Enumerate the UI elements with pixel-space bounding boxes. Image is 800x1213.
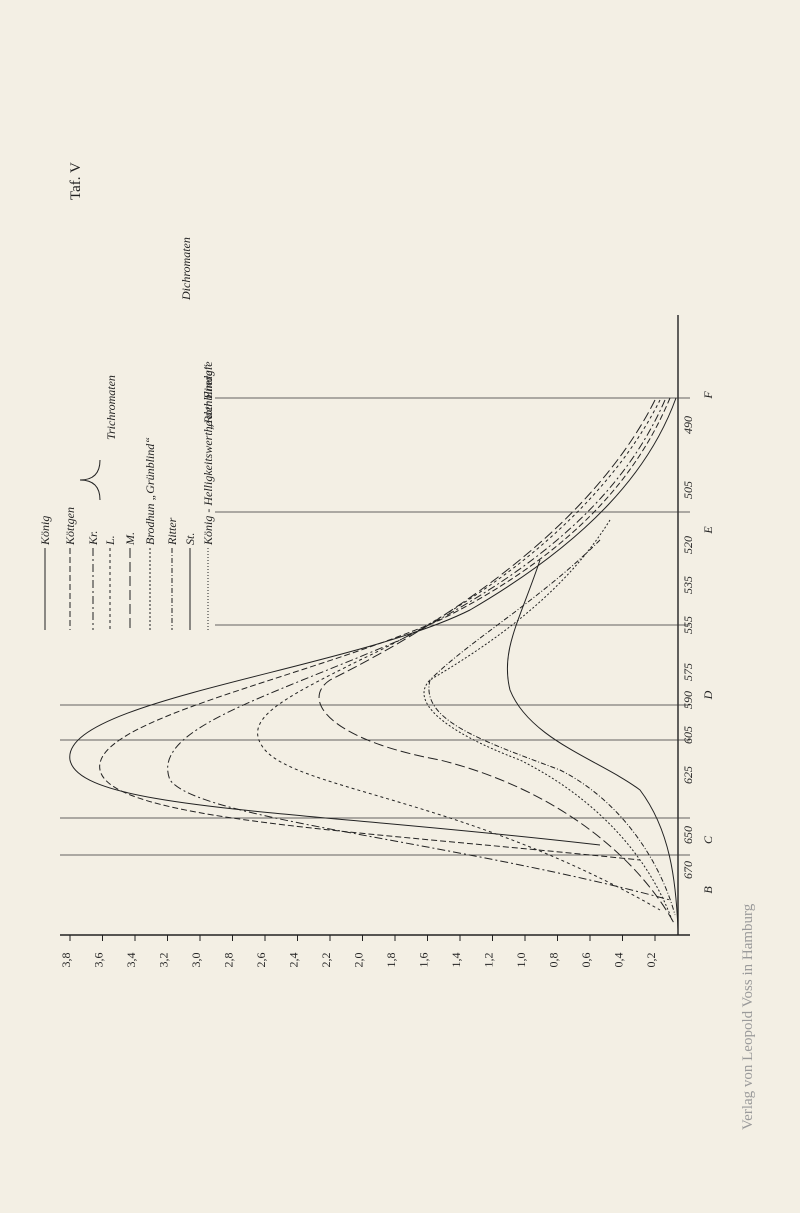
curve-brodhun (423, 519, 673, 921)
wavelength-label: 520 (681, 536, 695, 554)
curve-kr (167, 399, 671, 901)
plate-label: Taf. V (68, 162, 84, 200)
wavelength-label: 650 (681, 826, 695, 844)
x-tick-label: 3,8 (59, 953, 73, 968)
curve-ritter (428, 539, 676, 916)
wavelength-label: 625 (681, 766, 695, 784)
x-tick-label: 0,6 (579, 953, 593, 968)
x-tick-label: 2,4 (287, 953, 301, 968)
x-tick-label: 1,0 (514, 953, 528, 968)
legend-label: König - Helligkeitswerthe der Energie (201, 361, 215, 546)
curve-koenig (69, 397, 677, 846)
x-tick-label: 2,8 (222, 953, 236, 968)
legend-label: Köttgen (63, 507, 77, 546)
x-tick-label: 3,0 (189, 953, 203, 968)
wavelength-label: 575 (681, 663, 695, 681)
x-tick-label: 2,0 (352, 953, 366, 968)
fraunhofer-label: E (701, 526, 715, 535)
legend-group: „Rothblinde“ (201, 364, 215, 430)
legend-label: Brodhun „Grünblind“ (143, 437, 157, 545)
x-tick-label: 3,2 (157, 953, 171, 968)
legend-label: L. (103, 535, 117, 546)
curve-st (506, 559, 679, 931)
legend-label: König (38, 516, 52, 546)
x-tick-label: 1,8 (384, 953, 398, 968)
publisher: Verlag von Leopold Voss in Hamburg (740, 903, 756, 1130)
fraunhofer-label: D (701, 690, 715, 700)
legend-label: M. (123, 532, 137, 546)
x-tick-label: 1,4 (449, 953, 463, 968)
curves (69, 397, 679, 931)
x-tick-label: 2,2 (319, 953, 333, 968)
legend-label: Kr. (86, 531, 100, 546)
x-tick-label: 2,6 (254, 953, 268, 968)
legend-group: Dichromaten (179, 237, 193, 301)
x-tick-label: 0,4 (612, 953, 626, 968)
x-tick-label: 0,8 (547, 953, 561, 968)
legend-group: Trichromaten (104, 375, 118, 440)
spectral-lines (60, 397, 690, 856)
curve-l (257, 399, 661, 911)
x-tick-label: 3,4 (124, 953, 138, 968)
wavelength-label: 670 (681, 861, 695, 879)
x-tick-label: 3,6 (92, 953, 106, 968)
fraunhofer-label: F (701, 391, 715, 400)
legend-label: Ritter (165, 517, 179, 546)
wavelength-label: 605 (681, 726, 695, 744)
curve-m (318, 399, 676, 926)
brace (79, 459, 101, 501)
fraunhofer-label: C (701, 835, 715, 844)
wavelength-label: 505 (681, 481, 695, 499)
x-tick-label: 1,2 (482, 953, 496, 968)
curve-koettgen (99, 397, 671, 861)
x-tick-label: 1,6 (417, 953, 431, 968)
wavelength-label: 535 (681, 576, 695, 594)
x-tick-label: 0,2 (644, 953, 658, 968)
wavelength-label: 555 (681, 616, 695, 634)
legend-label: St. (183, 533, 197, 545)
fraunhofer-label: B (701, 886, 715, 894)
wavelength-label: 490 (681, 416, 695, 434)
wavelength-label: 590 (681, 691, 695, 709)
